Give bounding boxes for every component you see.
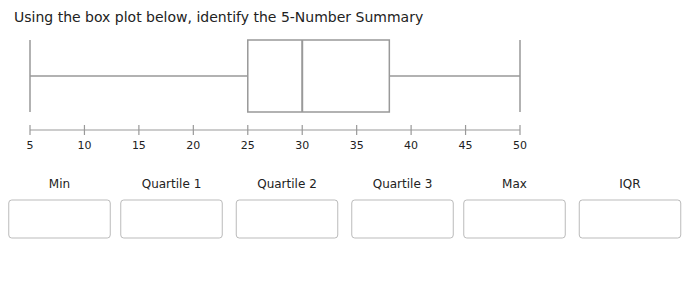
answer-label: Quartile 2 [257, 177, 317, 191]
x-tick [465, 125, 466, 135]
x-tick [519, 125, 520, 135]
answer-box[interactable] [236, 200, 338, 238]
answer-box[interactable] [464, 200, 566, 238]
x-tick-label: 50 [513, 139, 527, 152]
x-tick-label: 15 [132, 139, 146, 152]
answer-box[interactable] [579, 200, 681, 238]
cap-max [519, 40, 521, 112]
answer-box[interactable] [9, 200, 111, 238]
x-tick [302, 125, 303, 135]
x-tick-label: 45 [459, 139, 473, 152]
whisker-low [30, 75, 248, 77]
title: Using the box plot below, identify the 5… [14, 9, 423, 25]
box [248, 40, 390, 112]
whisker-high [389, 75, 520, 77]
x-tick [356, 125, 357, 135]
answer-label: Min [49, 177, 70, 191]
x-tick-label: 5 [27, 139, 34, 152]
cap-min [29, 40, 31, 112]
x-tick-label: 40 [404, 139, 418, 152]
chart: Using the box plot below, identify the 5… [0, 0, 700, 297]
answer-box[interactable] [121, 200, 223, 238]
answer-label: IQR [619, 177, 640, 191]
x-axis [30, 129, 520, 130]
x-tick [138, 125, 139, 135]
x-tick-label: 10 [77, 139, 91, 152]
answer-label: Max [502, 177, 527, 191]
answer-label: Quartile 1 [142, 177, 202, 191]
box-plot [30, 40, 520, 112]
x-tick-label: 35 [350, 139, 364, 152]
x-tick-label: 20 [186, 139, 200, 152]
x-tick-label: 30 [295, 139, 309, 152]
answer-box[interactable] [352, 200, 454, 238]
answer-label: Quartile 3 [373, 177, 433, 191]
x-tick-label: 25 [241, 139, 255, 152]
x-tick [193, 125, 194, 135]
x-tick [247, 125, 248, 135]
x-tick [411, 125, 412, 135]
median [301, 40, 303, 112]
x-tick [84, 125, 85, 135]
x-tick [29, 125, 30, 135]
